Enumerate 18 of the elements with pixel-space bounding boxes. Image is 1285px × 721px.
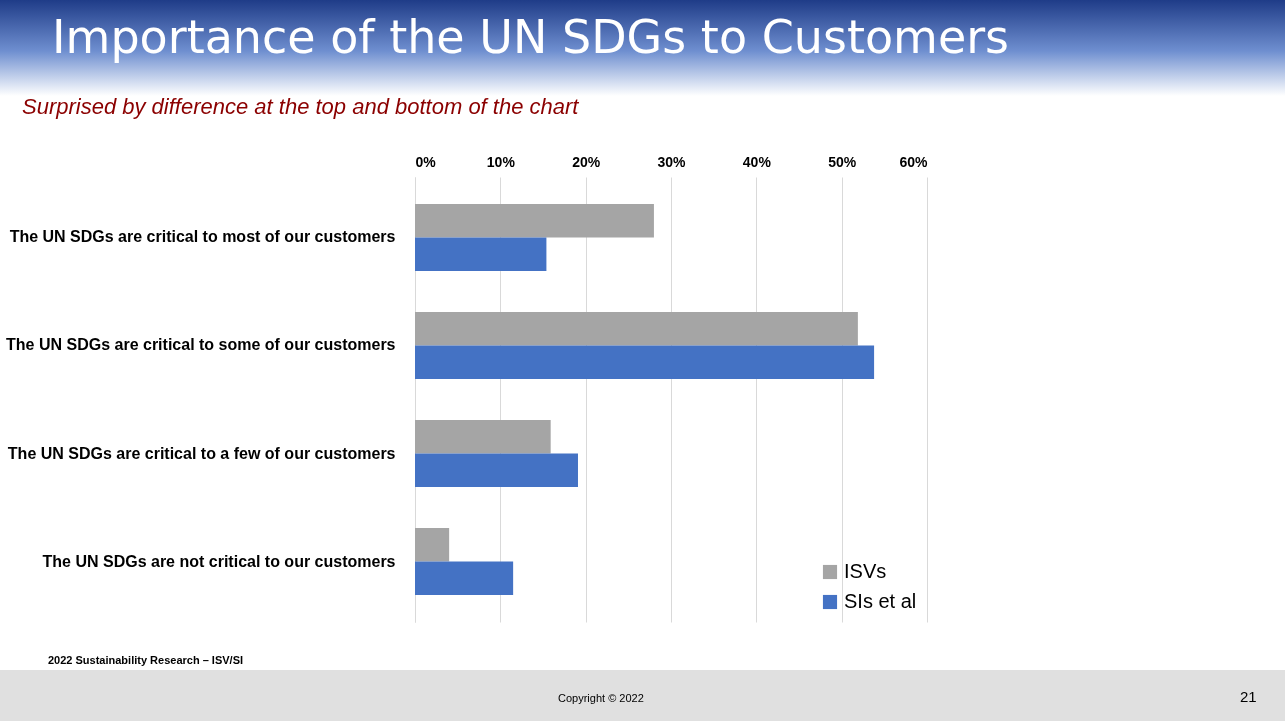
legend-label: ISVs — [844, 560, 887, 582]
x-tick-label: 60% — [899, 153, 929, 170]
chart-subtitle: Surprised by difference at the top and bottom of the chart — [22, 94, 579, 120]
x-tick-label: 10% — [486, 153, 516, 170]
x-tick-label: 50% — [828, 153, 857, 170]
x-tick-label: 30% — [657, 153, 687, 170]
text: Copyright © 2022 — [558, 692, 644, 704]
y-tick-label: The UN SDGs are critical to some of our customers — [6, 336, 396, 354]
text: 21 — [1240, 688, 1257, 705]
x-tick-label: 0% — [415, 153, 437, 170]
x-tick-label: 40% — [742, 153, 772, 170]
y-tick-label: The UN SDGs are critical to a few of our customers — [7, 444, 396, 462]
y-tick-label: The UN SDGs are not critical to our customers — [42, 552, 396, 570]
text: 2022 Sustainability Research – ISV/SI — [48, 654, 244, 666]
chart-title: Importance of the UN SDGs to Customers — [52, 10, 1010, 64]
legend-label: SIs et al — [844, 590, 917, 612]
x-tick-label: 20% — [572, 153, 601, 170]
y-tick-label: The UN SDGs are critical to most of our customers — [9, 228, 396, 246]
